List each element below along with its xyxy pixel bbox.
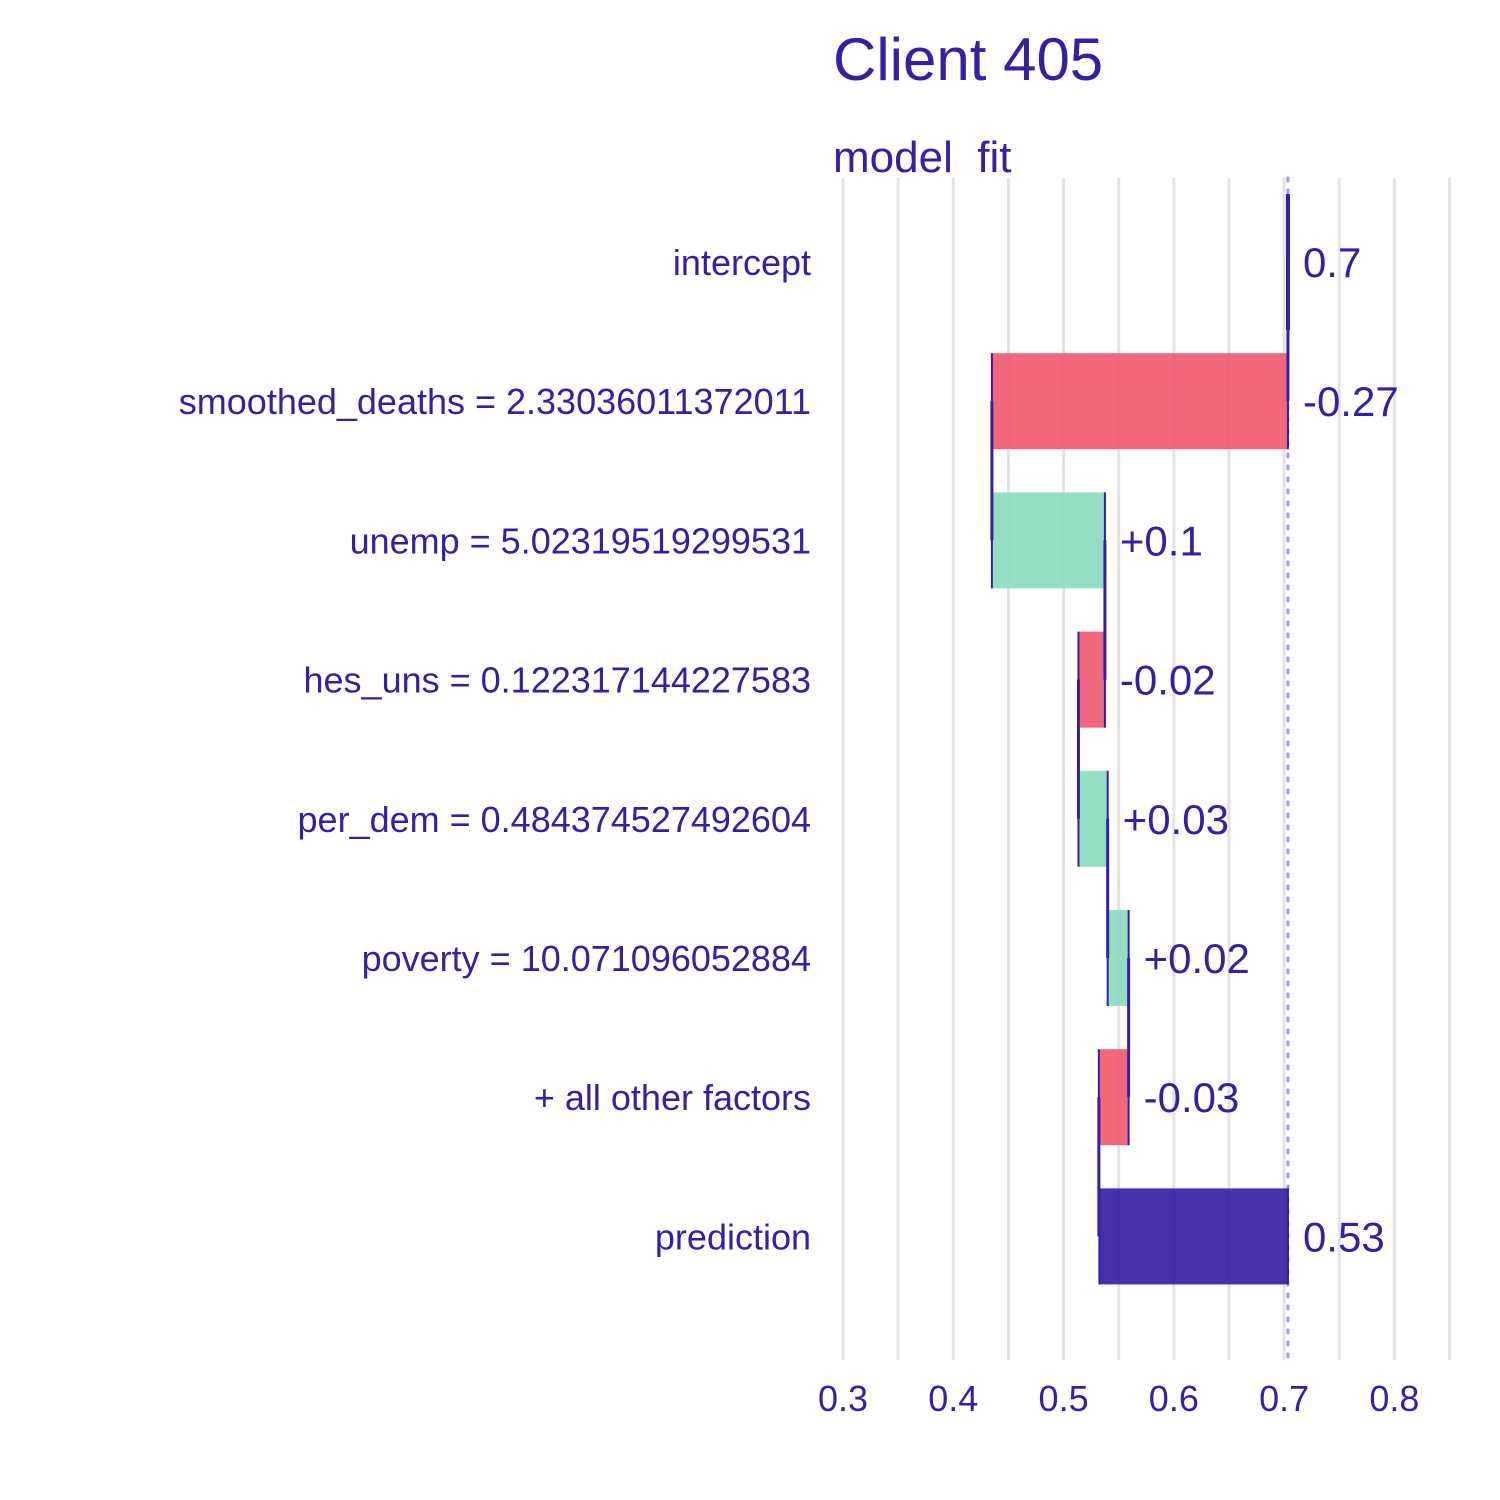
- x-tick-label-4: 0.7: [1259, 1378, 1309, 1419]
- value-label-1: -0.27: [1303, 378, 1399, 425]
- category-label-3: hes_uns = 0.122317144227583: [304, 660, 811, 701]
- chart-subtitle: model fit: [833, 133, 1012, 182]
- category-labels: intercept smoothed_deaths = 2.33036011372…: [179, 242, 811, 1257]
- value-label-6: -0.03: [1144, 1074, 1240, 1121]
- x-tick-label-5: 0.8: [1369, 1378, 1419, 1419]
- bar-3: [1078, 631, 1105, 728]
- value-label-0: 0.7: [1303, 239, 1361, 286]
- value-label-7: 0.53: [1303, 1213, 1385, 1260]
- value-label-2: +0.1: [1120, 517, 1203, 564]
- category-label-7: prediction: [655, 1216, 811, 1257]
- x-tick-label-0: 0.3: [818, 1378, 868, 1419]
- category-label-2: unemp = 5.02319519299531: [350, 520, 811, 561]
- bar-2: [991, 492, 1105, 589]
- x-tick-label-2: 0.5: [1039, 1378, 1089, 1419]
- x-tick-label-3: 0.6: [1149, 1378, 1199, 1419]
- value-label-5: +0.02: [1144, 935, 1250, 982]
- bar-6: [1098, 1049, 1129, 1146]
- bars-layer: [990, 194, 1290, 1285]
- bar-1: [991, 353, 1288, 450]
- category-label-5: poverty = 10.071096052884: [362, 938, 811, 979]
- value-label-3: -0.02: [1120, 657, 1216, 704]
- x-axis-ticks: 0.3 0.4 0.5 0.6 0.7 0.8: [818, 1378, 1419, 1419]
- category-label-1: smoothed_deaths = 2.33036011372011: [179, 381, 811, 422]
- category-label-6: + all other factors: [534, 1077, 811, 1118]
- bar-5: [1107, 910, 1129, 1006]
- value-label-4: +0.03: [1123, 796, 1229, 843]
- category-label-4: per_dem = 0.484374527492604: [298, 799, 811, 840]
- chart-title: Client 405: [833, 26, 1103, 93]
- category-label-0: intercept: [673, 242, 811, 283]
- connectors-layer: [990, 262, 1290, 1237]
- x-tick-label-1: 0.4: [928, 1378, 978, 1419]
- value-labels: 0.7 -0.27 +0.1 -0.02 +0.03 +0.02 -0.03 0.53: [1120, 239, 1399, 1260]
- bar-7: [1099, 1188, 1288, 1285]
- bar-4: [1078, 770, 1108, 867]
